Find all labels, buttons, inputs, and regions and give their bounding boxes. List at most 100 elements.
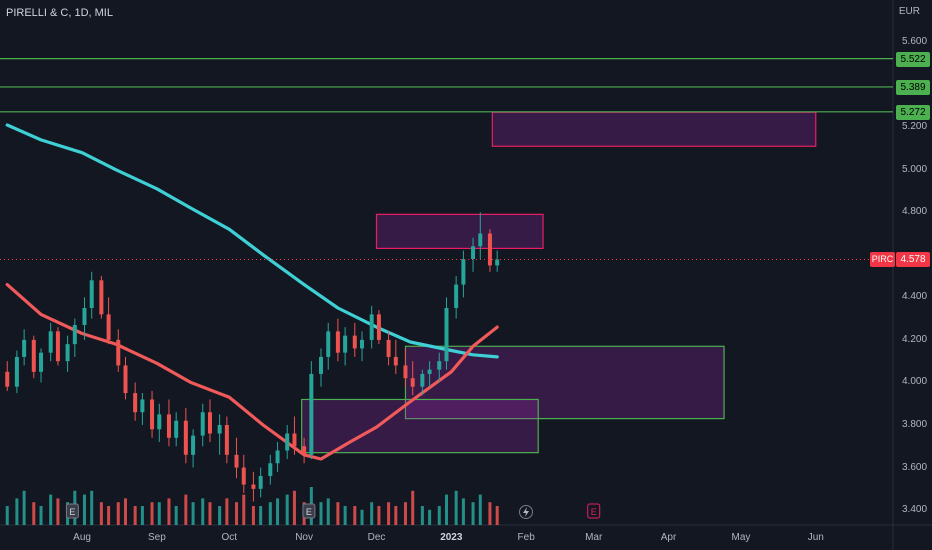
- volume-bar: [428, 509, 432, 525]
- volume-bar: [251, 506, 255, 525]
- candle-body: [133, 393, 138, 413]
- volume-bar: [343, 506, 347, 525]
- candle-body: [174, 420, 179, 438]
- volume-bar: [133, 506, 137, 525]
- moving-average-short: [5, 283, 499, 461]
- level-price-tag: 5.389: [896, 79, 930, 95]
- volume-bar: [420, 506, 424, 525]
- x-tick-label: Mar: [585, 532, 603, 543]
- volume-bar: [225, 498, 229, 525]
- volume-bar: [488, 502, 492, 525]
- candle-body: [251, 484, 256, 489]
- x-tick-label: Feb: [517, 532, 535, 543]
- volume-bar: [82, 494, 86, 525]
- volume-bar: [495, 506, 499, 525]
- y-tick-label: 4.400: [902, 291, 928, 303]
- volume-bar: [32, 502, 36, 525]
- volume-bar: [235, 502, 239, 525]
- volume-bar: [116, 502, 120, 525]
- volume-bar: [191, 502, 195, 525]
- earnings-marker-label: E: [591, 507, 597, 517]
- candle-body: [352, 335, 357, 349]
- level-price-tag: 5.522: [896, 51, 930, 67]
- volume-bar: [49, 494, 53, 525]
- candle-body: [234, 454, 239, 468]
- candle-body: [31, 339, 36, 372]
- volume-bar: [56, 498, 60, 525]
- candle-body: [487, 233, 492, 266]
- y-tick-label: 3.800: [902, 419, 928, 430]
- candle-body: [22, 339, 27, 357]
- volume-bar: [285, 494, 289, 525]
- candle-body: [393, 356, 398, 366]
- volume-bar: [218, 506, 222, 525]
- volume-bar: [387, 502, 391, 525]
- dividend-marker-icon: [519, 505, 533, 519]
- volume-bar: [124, 498, 128, 525]
- candle-body: [140, 399, 145, 413]
- volume-bar: [403, 502, 407, 525]
- volume-bar: [276, 498, 280, 525]
- candle-body: [326, 331, 331, 357]
- y-tick-label: 3.600: [902, 461, 928, 473]
- candle-body: [427, 369, 432, 374]
- candle-body: [55, 331, 60, 362]
- candle-body: [403, 365, 408, 379]
- candle-body: [183, 420, 188, 455]
- candle-body: [224, 425, 229, 455]
- volume-bar: [5, 506, 9, 525]
- x-tick-label: Jun: [807, 532, 824, 543]
- volume-bar: [268, 502, 272, 525]
- volume-bar: [39, 506, 43, 525]
- candle-body: [241, 467, 246, 485]
- x-tick-label: Aug: [73, 532, 91, 543]
- candle-body: [65, 344, 70, 362]
- candle-body: [157, 414, 162, 430]
- volume-bar: [157, 502, 161, 525]
- volume-bar: [336, 502, 340, 525]
- candle-body: [268, 463, 273, 477]
- candle-body: [309, 373, 314, 455]
- moving-average-long: [5, 123, 499, 359]
- volume-bar: [184, 494, 188, 525]
- candle-body: [258, 476, 263, 489]
- y-tick-label: 4.800: [902, 206, 928, 218]
- last-price-symbol: PIRC: [870, 252, 895, 268]
- candle-body: [150, 399, 155, 430]
- volume-bar: [107, 506, 111, 525]
- earnings-marker-label: E: [69, 507, 75, 517]
- candle-body: [335, 331, 340, 353]
- candle-body: [99, 280, 104, 315]
- earnings-marker: [302, 503, 316, 519]
- lightning-icon: [523, 507, 529, 517]
- currency-label: EUR: [898, 6, 920, 17]
- candle-body: [48, 331, 53, 353]
- y-tick-label: 5.600: [902, 36, 928, 48]
- volume-bar: [437, 506, 441, 525]
- volume-bar: [208, 502, 212, 525]
- candle-body: [376, 314, 381, 340]
- candle-body: [217, 425, 222, 434]
- candle-body: [207, 412, 212, 434]
- demand-zone: [301, 398, 539, 454]
- volume-bar: [90, 490, 94, 525]
- x-tick-label: Dec: [367, 532, 386, 543]
- volume-bar: [454, 490, 458, 525]
- volume-bar: [377, 506, 381, 525]
- candle-body: [302, 446, 307, 455]
- y-tick-label: 3.400: [902, 504, 928, 516]
- supply-zone: [491, 111, 817, 147]
- candle-body: [72, 325, 77, 345]
- candle-body: [39, 352, 44, 372]
- supply-zone: [375, 213, 544, 250]
- volume-bar: [353, 506, 357, 525]
- candle-body: [444, 307, 449, 362]
- volume-bar: [319, 502, 323, 525]
- candle-body: [369, 314, 374, 340]
- candle-body: [471, 246, 476, 260]
- candle-body: [318, 356, 323, 374]
- candle-body: [292, 433, 297, 447]
- x-tick-label: Sep: [147, 532, 166, 543]
- volume-bar: [326, 498, 330, 525]
